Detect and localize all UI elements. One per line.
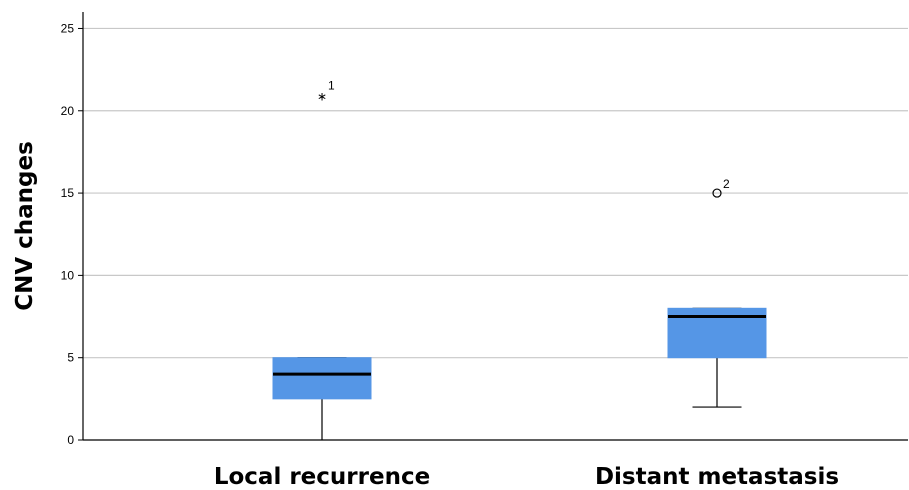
- outlier-star: ∗: [317, 89, 327, 103]
- y-axis-title: CNV changes: [12, 141, 38, 311]
- boxes: ∗: [272, 89, 767, 440]
- y-tick-label: 10: [61, 268, 75, 282]
- outlier-label: 2: [723, 177, 730, 191]
- y-tick-label: 25: [61, 21, 75, 35]
- x-category-label: Local recurrence: [214, 464, 430, 490]
- y-tick-label: 15: [61, 186, 75, 200]
- y-tick-label: 5: [67, 351, 74, 365]
- y-tick-label: 20: [61, 104, 75, 118]
- outlier-circle: [712, 188, 722, 198]
- axes: [78, 12, 908, 441]
- outlier-label: 1: [328, 78, 335, 92]
- iqr-box: [272, 357, 372, 400]
- y-tick-label: 0: [67, 433, 74, 447]
- labels: 0 5 10 15 20 25 CNV changes 1 Local recurrence 2 D…: [12, 21, 839, 490]
- x-category-label: Distant metastasis: [595, 464, 839, 490]
- gridlines: [83, 27, 908, 359]
